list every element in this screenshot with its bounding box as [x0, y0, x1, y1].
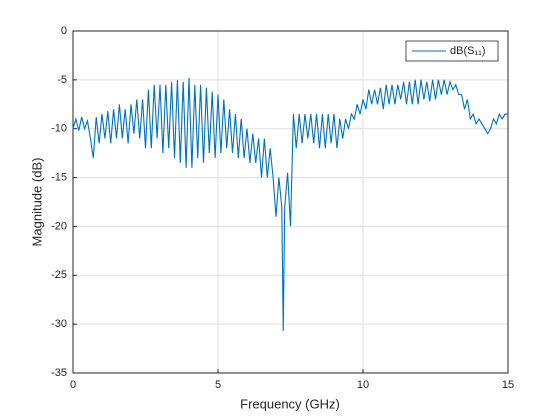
x-tick-label: 10	[357, 379, 369, 391]
y-tick-label: -35	[51, 367, 67, 379]
x-axis-label: Frequency (GHz)	[240, 396, 340, 411]
y-tick-label: -20	[51, 220, 67, 232]
x-tick-label: 0	[70, 379, 76, 391]
y-tick-label: -5	[57, 74, 67, 86]
x-tick-label: 15	[502, 379, 514, 391]
y-tick-label: 0	[61, 25, 67, 37]
y-tick-label: -25	[51, 269, 67, 281]
y-axis-label: Magnitude (dB)	[29, 158, 44, 247]
legend-label: dB(S₁₁)	[450, 45, 486, 57]
legend-box	[405, 40, 499, 62]
data-line	[72, 77, 508, 331]
y-tick-label: -15	[51, 171, 67, 183]
x-tick-label: 5	[215, 379, 221, 391]
y-tick-label: -30	[51, 318, 67, 330]
plot-frame	[72, 30, 509, 374]
y-tick-label: -10	[51, 123, 67, 135]
